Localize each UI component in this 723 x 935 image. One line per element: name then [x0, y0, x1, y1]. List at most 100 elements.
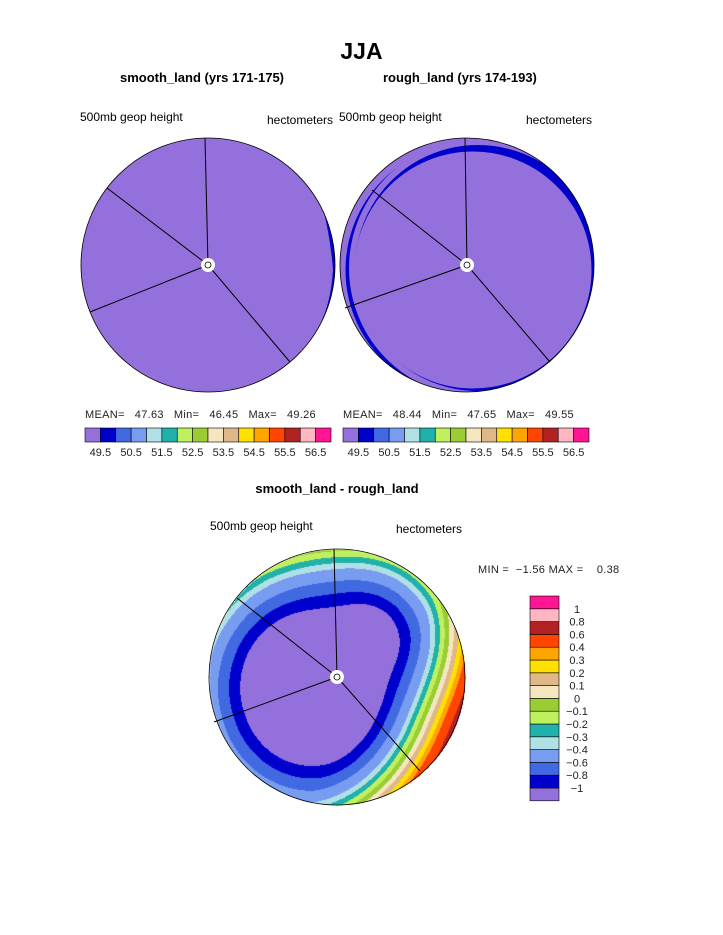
colorbar-box: [529, 774, 560, 789]
colorbar-label: −0.6: [566, 757, 588, 769]
colorbar-label: −0.1: [566, 706, 588, 718]
longitude-line: [371, 189, 468, 266]
diff-left-label: 500mb geop height: [210, 519, 313, 533]
min-label: MIN =: [478, 564, 510, 576]
pole-marker-ring: [463, 261, 471, 269]
longitude-line: [89, 264, 209, 313]
colorbar-box: [223, 427, 240, 443]
colorbar-box: [207, 427, 224, 443]
mean-value: 47.63: [134, 409, 164, 421]
longitude-line: [207, 264, 291, 363]
mean-label: MEAN=: [85, 409, 125, 421]
diff-units: hectometers: [396, 522, 463, 536]
colorbar-box: [529, 787, 560, 802]
max-label: MAX =: [548, 564, 584, 576]
figure-title: JJA: [340, 38, 383, 64]
pole-marker: [201, 258, 215, 272]
longitude-line: [466, 264, 551, 363]
pole-marker: [330, 670, 344, 684]
mean-value: 48.44: [392, 409, 422, 421]
min-label: Min=: [173, 409, 200, 421]
colorbar-box: [115, 427, 132, 443]
longitude-line: [464, 137, 468, 266]
field-fill: [81, 138, 335, 392]
colorbar-label: −0.3: [566, 732, 588, 744]
colorbar-box: [84, 427, 101, 443]
colorbar-label: −1: [571, 783, 584, 795]
diff-subtitle: smooth_land - rough_land: [255, 481, 419, 496]
colorbar-box: [434, 427, 451, 443]
colorbar-box: [529, 634, 560, 648]
min-value: 47.65: [467, 409, 497, 421]
colorbar-box: [192, 427, 209, 443]
colorbar-box: [450, 427, 467, 443]
colorbar-label: 49.5: [348, 447, 369, 459]
panel1-left-label: 500mb geop height: [80, 110, 183, 124]
colorbar-box: [529, 749, 560, 763]
colorbar-box: [419, 427, 436, 443]
longitude-line: [106, 187, 209, 266]
contour-band-inner: [349, 139, 594, 392]
mean-label: MEAN=: [343, 409, 383, 421]
colorbar-label: 54.5: [501, 447, 522, 459]
longitude-line: [344, 264, 468, 309]
colorbar-label: 49.5: [90, 447, 111, 459]
colorbar-label: 53.5: [471, 447, 492, 459]
colorbar-box: [496, 427, 513, 443]
colorbar-box: [573, 427, 590, 443]
colorbar-label: 0.2: [569, 668, 584, 680]
colorbar-box: [529, 621, 560, 635]
colorbar-label: 1: [574, 604, 580, 616]
colorbar-box: [529, 672, 560, 686]
colorbar-box: [238, 427, 255, 443]
map-border: [208, 548, 466, 806]
map-border: [339, 137, 595, 393]
colorbar-box: [373, 427, 390, 443]
pole-marker-ring: [333, 673, 341, 681]
panel2-map: [340, 138, 594, 392]
colorbar-label: 51.5: [409, 447, 430, 459]
pole-marker-ring: [204, 261, 212, 269]
longitude-line: [333, 548, 338, 678]
colorbar-label: 0.1: [569, 681, 584, 693]
colorbar-box: [542, 427, 559, 443]
pole-marker: [460, 258, 474, 272]
contour-band: [345, 142, 594, 392]
colorbar-label: 54.5: [243, 447, 264, 459]
colorbar-box: [176, 427, 193, 443]
panel1-units: hectometers: [267, 113, 334, 127]
colorbar-label: 55.5: [274, 447, 295, 459]
colorbar-label: 50.5: [120, 447, 141, 459]
max-value: 49.26: [286, 409, 316, 421]
colorbar-label: 0.3: [569, 655, 584, 667]
colorbar-box: [529, 646, 560, 661]
colorbar-box: [284, 427, 301, 443]
colorbar-box: [465, 427, 482, 443]
longitude-line: [236, 597, 338, 678]
panel2-left-label: 500mb geop height: [339, 110, 442, 124]
min-value: 46.45: [209, 409, 239, 421]
max-label: Max=: [248, 409, 277, 421]
colorbar-box: [146, 427, 163, 443]
longitude-line: [204, 137, 209, 266]
colorbar-box: [529, 762, 560, 776]
panel1-stats: MEAN= 47.63 Min= 46.45 Max= 49.26: [85, 409, 316, 421]
panel1-map: [81, 138, 335, 392]
colorbar-box: [481, 427, 498, 443]
colorbar-label: 56.5: [305, 447, 326, 459]
colorbar-label: 53.5: [213, 447, 234, 459]
colorbar-box: [529, 608, 560, 622]
colorbar-box: [100, 427, 117, 443]
colorbar-label: −0.2: [566, 719, 588, 731]
min-label: Min=: [431, 409, 458, 421]
contour-band: [318, 190, 335, 320]
diff-minmax: MIN = −1.56 MAX = 0.38: [478, 564, 619, 576]
colorbar-box: [358, 427, 375, 443]
colorbar-label: 50.5: [378, 447, 399, 459]
colorbar-box: [315, 427, 332, 443]
colorbar-label: 0.6: [569, 629, 584, 641]
panel2-subtitle: rough_land (yrs 174-193): [383, 70, 537, 85]
colorbar-box: [404, 427, 421, 443]
